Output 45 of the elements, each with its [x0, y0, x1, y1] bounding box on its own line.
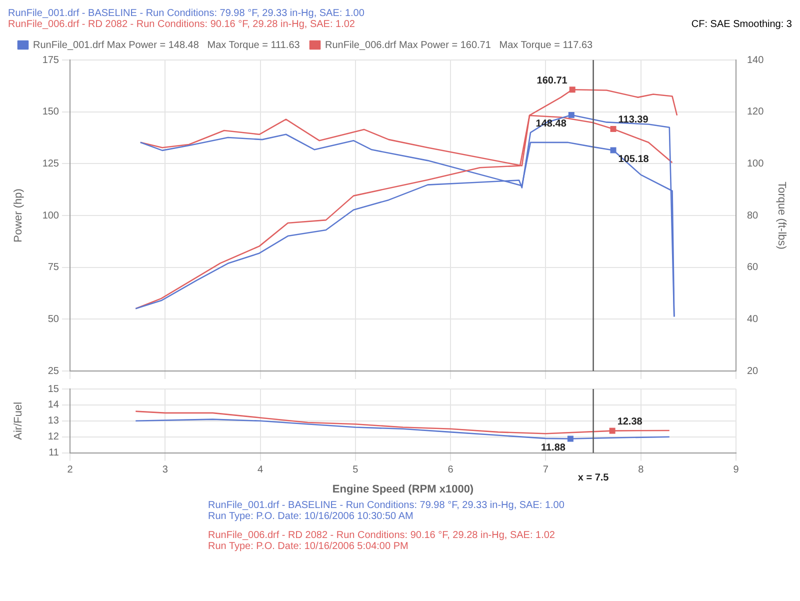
y-axis-title: Air/Fuel [12, 402, 25, 440]
y2-tick-label: 20 [747, 366, 759, 377]
ref-line-label: x = 7.5 [578, 472, 610, 484]
x-tick-label: 3 [162, 464, 168, 476]
y2-tick-label: 100 [747, 158, 764, 170]
text: Run Type: P.O. Date: 10/16/2006 5:04:00 PM [208, 541, 410, 552]
y-tick-label: 12 [48, 432, 60, 443]
y2-tick-label: 140 [747, 54, 764, 66]
y-axis-title: Power (hp) [12, 188, 25, 242]
data-label: 160.71 [536, 75, 568, 86]
data-label: 113.39 [618, 114, 649, 126]
x-tick-label: 5 [352, 464, 359, 476]
text: CF: SAE Smoothing: 3 [691, 19, 792, 30]
text: RunFile_001.drf - BASELINE - Run Conditions: 79.98 °F, 29.33 in-Hg, SAE: 1.00 [8, 8, 364, 19]
y-tick-label: 50 [48, 314, 60, 325]
y-tick-label: 15 [48, 384, 60, 395]
legend-label: RunFile_006.drf Max Power = 160.71 Max Torque = 117.63 [325, 40, 594, 51]
legend-label: RunFile_001.drf Max Power = 148.48 Max Torque = 111.63 [33, 40, 300, 51]
x-tick-label: 7 [542, 464, 549, 476]
x-tick-label: 8 [638, 464, 644, 476]
y-tick-label: 13 [48, 416, 60, 427]
y-tick-label: 14 [48, 400, 60, 411]
y2-tick-label: 80 [747, 210, 759, 222]
x-tick-label: 6 [448, 464, 454, 476]
text: RunFile_006.drf - RD 2082 - Run Conditions: 90.16 °F, 29.28 in-Hg, SAE: 1.02 [8, 19, 356, 30]
y2-tick-label: 40 [747, 314, 759, 325]
y-tick-label: 75 [48, 262, 60, 274]
y2-tick-label: 120 [747, 106, 764, 118]
y-tick-label: 125 [42, 158, 60, 170]
x-tick-label: 2 [67, 464, 74, 476]
y2-axis-title: Torque (ft-lbs) [775, 182, 788, 250]
data-label: 12.38 [617, 416, 643, 428]
y-tick-label: 100 [42, 210, 60, 222]
text: RunFile_006.drf - RD 2082 - Run Conditions: 90.16 °F, 29.28 in-Hg, SAE: 1.02 [208, 530, 556, 541]
text: Run Type: P.O. Date: 10/16/2006 10:30:50 AM [208, 511, 414, 522]
y-tick-label: 150 [42, 106, 60, 118]
x-tick-label: 9 [733, 464, 740, 476]
y2-tick-label: 60 [747, 262, 759, 274]
text: RunFile_001.drf - BASELINE - Run Conditions: 79.98 °F, 29.33 in-Hg, SAE: 1.00 [208, 500, 566, 511]
x-tick-label: 4 [258, 464, 264, 476]
y-tick-label: 11 [48, 448, 60, 459]
x-axis-title: Engine Speed (RPM x1000) [332, 483, 474, 496]
y-tick-label: 175 [42, 54, 60, 66]
y-tick-label: 25 [48, 366, 60, 377]
data-label: 11.88 [540, 442, 566, 454]
